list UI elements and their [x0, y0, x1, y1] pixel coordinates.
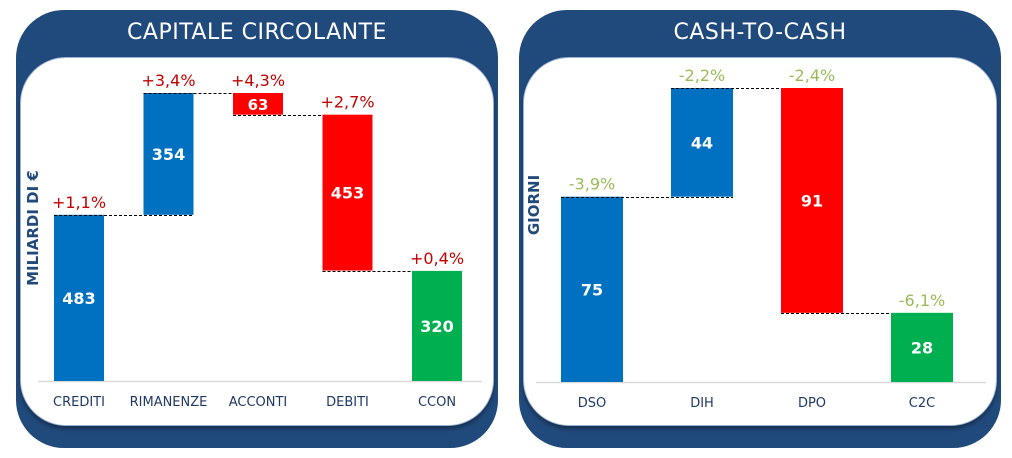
pct-change-label: -6,1%: [899, 291, 945, 310]
pct-change-label: +1,1%: [52, 193, 106, 212]
bar-debiti: [322, 114, 373, 271]
category-label: CCON: [418, 395, 456, 410]
panel-title: CASH-TO-CASH: [673, 20, 847, 45]
bar-value-label: 91: [801, 191, 823, 210]
category-label: C2C: [909, 396, 935, 411]
bar-value-label: 75: [581, 280, 603, 299]
category-label: RIMANENZE: [130, 395, 208, 410]
bar-dih: [671, 88, 733, 197]
category-label: DSO: [578, 396, 607, 411]
category-label: DIH: [690, 396, 714, 411]
bar-value-label: 44: [691, 133, 713, 152]
bar-value-label: 483: [62, 289, 95, 308]
pct-change-label: +0,4%: [410, 249, 464, 268]
category-label: DPO: [798, 396, 826, 411]
bar-value-label: 320: [420, 317, 453, 336]
bar-value-label: 28: [911, 338, 933, 357]
pct-change-label: +3,4%: [141, 71, 195, 90]
pct-change-label: +2,7%: [320, 93, 374, 112]
pct-change-label: -2,4%: [789, 66, 835, 85]
bar-ccon: [412, 270, 462, 381]
pct-change-label: -2,2%: [679, 66, 725, 85]
bar-dso: [561, 196, 623, 382]
category-label: CREDITI: [53, 395, 105, 410]
panel-title: CAPITALE CIRCOLANTE: [127, 20, 387, 45]
bar-dpo: [781, 88, 843, 313]
pct-change-label: +4,3%: [231, 71, 285, 90]
bar-value-label: 354: [152, 145, 185, 164]
bar-acconti: [233, 93, 283, 115]
bar-rimanenze: [143, 93, 194, 215]
bar-value-label: 63: [248, 96, 269, 114]
pct-change-label: -3,9%: [569, 175, 615, 194]
category-label: DEBITI: [326, 395, 369, 410]
category-label: ACCONTI: [229, 395, 288, 410]
bar-c2c: [891, 312, 953, 382]
bar-crediti: [54, 214, 104, 381]
bar-value-label: 453: [331, 184, 364, 203]
